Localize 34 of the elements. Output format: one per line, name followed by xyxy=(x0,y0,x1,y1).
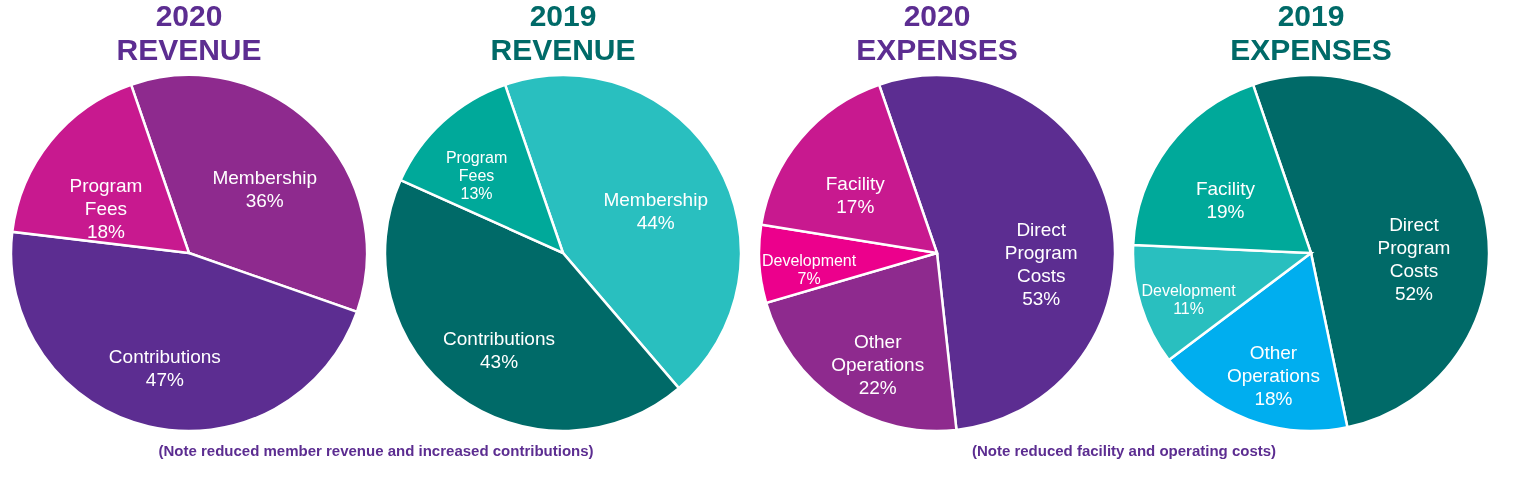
slice-label: Program Fees xyxy=(69,174,143,219)
chart-title: 2019 REVENUE xyxy=(490,0,636,66)
slice-label: Program Fees xyxy=(445,149,508,185)
text: (Note reduced member revenue and increased contributions) xyxy=(158,442,594,459)
data-label: 17% xyxy=(836,196,875,218)
data-label: 22% xyxy=(858,376,897,398)
data-label: 11% xyxy=(1173,299,1204,317)
slice-label: Other Operations xyxy=(831,330,925,375)
chart-title: 2020 EXPENSES xyxy=(856,0,1018,66)
data-label: 47% xyxy=(145,369,184,391)
data-label: 19% xyxy=(1206,201,1245,223)
slice-label: Facility xyxy=(1195,178,1256,200)
data-label: 36% xyxy=(245,189,284,211)
data-label: 43% xyxy=(480,350,519,372)
data-label: 7% xyxy=(797,269,821,287)
data-label: 44% xyxy=(636,211,675,233)
data-label: 52% xyxy=(1394,282,1434,304)
data-label: 18% xyxy=(1254,387,1293,409)
slice-label: Membership xyxy=(603,188,708,210)
slice-label: Development xyxy=(761,251,857,269)
slice-label: Direct Program Costs xyxy=(1377,213,1451,281)
slice-label: Contributions xyxy=(443,327,555,349)
chart-title: 2019 EXPENSES xyxy=(1230,0,1392,66)
slice-label: Other Operations xyxy=(1226,341,1320,386)
slice-label: Contributions xyxy=(108,346,221,368)
data-label: 13% xyxy=(460,185,493,203)
chart-title: 2020 REVENUE xyxy=(116,0,262,66)
slice-label: Direct Program Costs xyxy=(1004,218,1078,286)
data-label: 18% xyxy=(86,220,126,242)
slice-label: Facility xyxy=(825,173,886,195)
text: (Note reduced facility and operating costs) xyxy=(971,442,1277,459)
slice-label: Development xyxy=(1141,281,1237,299)
data-label: 53% xyxy=(1022,287,1061,309)
slice-label: Membership xyxy=(212,166,317,188)
